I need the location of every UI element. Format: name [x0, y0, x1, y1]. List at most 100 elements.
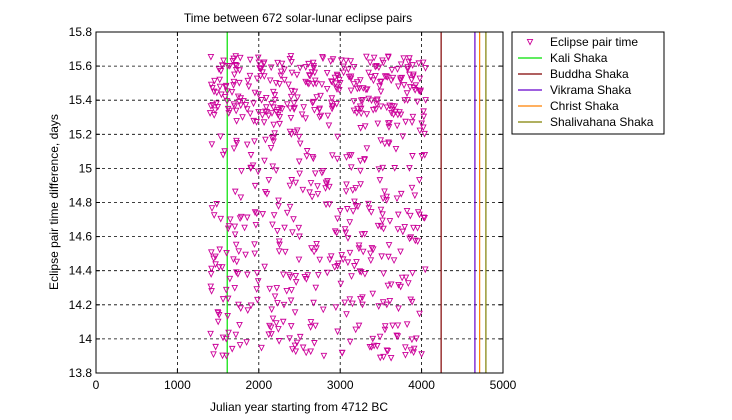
data-point: [379, 57, 386, 65]
data-point: [385, 242, 393, 249]
data-point: [252, 222, 260, 229]
data-point: [225, 329, 232, 337]
data-point: [365, 200, 372, 208]
x-tick-label: 3000: [327, 378, 354, 392]
data-point: [376, 83, 383, 90]
data-point: [302, 64, 310, 71]
data-point: [410, 71, 417, 79]
data-point: [389, 74, 397, 82]
data-point: [247, 164, 255, 172]
data-point: [422, 97, 429, 104]
data-point: [253, 286, 261, 293]
data-point: [217, 68, 225, 75]
data-point: [211, 107, 219, 114]
data-point: [383, 347, 391, 355]
data-point: [394, 211, 402, 219]
data-point: [341, 226, 349, 233]
data-point: [345, 73, 353, 81]
x-tick-label: 0: [93, 378, 100, 392]
data-point: [388, 67, 396, 74]
data-point: [371, 63, 379, 71]
data-point: [401, 344, 409, 352]
data-point: [369, 335, 377, 343]
data-point: [217, 133, 224, 141]
data-point: [210, 351, 217, 359]
y-tick-label: 15.2: [69, 127, 93, 141]
data-point: [356, 85, 363, 92]
data-point: [367, 250, 374, 258]
data-point: [270, 212, 278, 219]
data-point: [246, 56, 254, 64]
data-point: [281, 76, 288, 84]
data-point: [404, 64, 412, 71]
data-point: [223, 352, 230, 360]
data-point: [213, 201, 221, 208]
data-point: [394, 226, 402, 233]
data-point: [286, 105, 294, 113]
data-point: [242, 251, 249, 259]
data-point: [224, 105, 232, 113]
data-point: [298, 111, 306, 119]
data-point: [269, 88, 277, 96]
data-point: [350, 63, 358, 71]
data-point: [289, 229, 296, 237]
data-point: [271, 92, 279, 99]
data-point: [281, 224, 288, 232]
data-point: [303, 148, 311, 155]
data-point: [251, 89, 259, 97]
data-point: [406, 212, 414, 220]
data-point: [221, 94, 229, 101]
data-point: [278, 105, 286, 113]
data-point: [397, 248, 404, 256]
data-point: [287, 93, 295, 101]
data-point: [352, 326, 360, 334]
data-point: [292, 272, 300, 280]
data-point: [347, 75, 355, 83]
data-point: [400, 82, 408, 89]
data-point: [400, 55, 407, 62]
data-point: [261, 263, 268, 271]
data-point: [373, 62, 380, 70]
data-point: [269, 163, 277, 171]
data-point: [357, 110, 365, 118]
data-point: [414, 209, 422, 216]
data-point: [251, 241, 258, 248]
data-point: [244, 77, 252, 85]
data-point: [296, 333, 304, 341]
data-point: [296, 170, 303, 178]
data-point: [324, 178, 331, 185]
data-point: [323, 86, 331, 93]
chart-title: Time between 672 solar-lunar eclipse pai…: [184, 11, 412, 25]
data-point: [395, 83, 402, 91]
data-point: [291, 88, 299, 96]
data-point: [318, 169, 326, 177]
data-point: [224, 312, 231, 320]
data-point: [262, 136, 269, 144]
data-point: [215, 264, 223, 271]
data-point: [276, 114, 284, 121]
data-point: [338, 252, 346, 259]
data-point: [210, 112, 218, 119]
data-point: [291, 129, 298, 136]
data-point: [385, 54, 392, 62]
data-point: [378, 253, 385, 261]
data-point: [399, 133, 407, 141]
data-point: [277, 68, 285, 76]
data-point: [305, 80, 313, 88]
data-point: [410, 345, 418, 353]
data-point: [377, 103, 385, 111]
data-point: [341, 299, 349, 307]
data-point: [302, 349, 310, 357]
data-point: [376, 177, 384, 184]
data-point: [233, 140, 241, 147]
data-point: [334, 215, 341, 223]
data-point: [385, 140, 393, 148]
data-point: [222, 286, 230, 294]
data-point: [406, 235, 413, 243]
data-point: [380, 225, 387, 233]
data-point: [320, 352, 328, 360]
data-point: [316, 106, 323, 114]
data-point: [332, 80, 339, 88]
data-point: [222, 335, 230, 343]
data-point: [416, 310, 423, 318]
